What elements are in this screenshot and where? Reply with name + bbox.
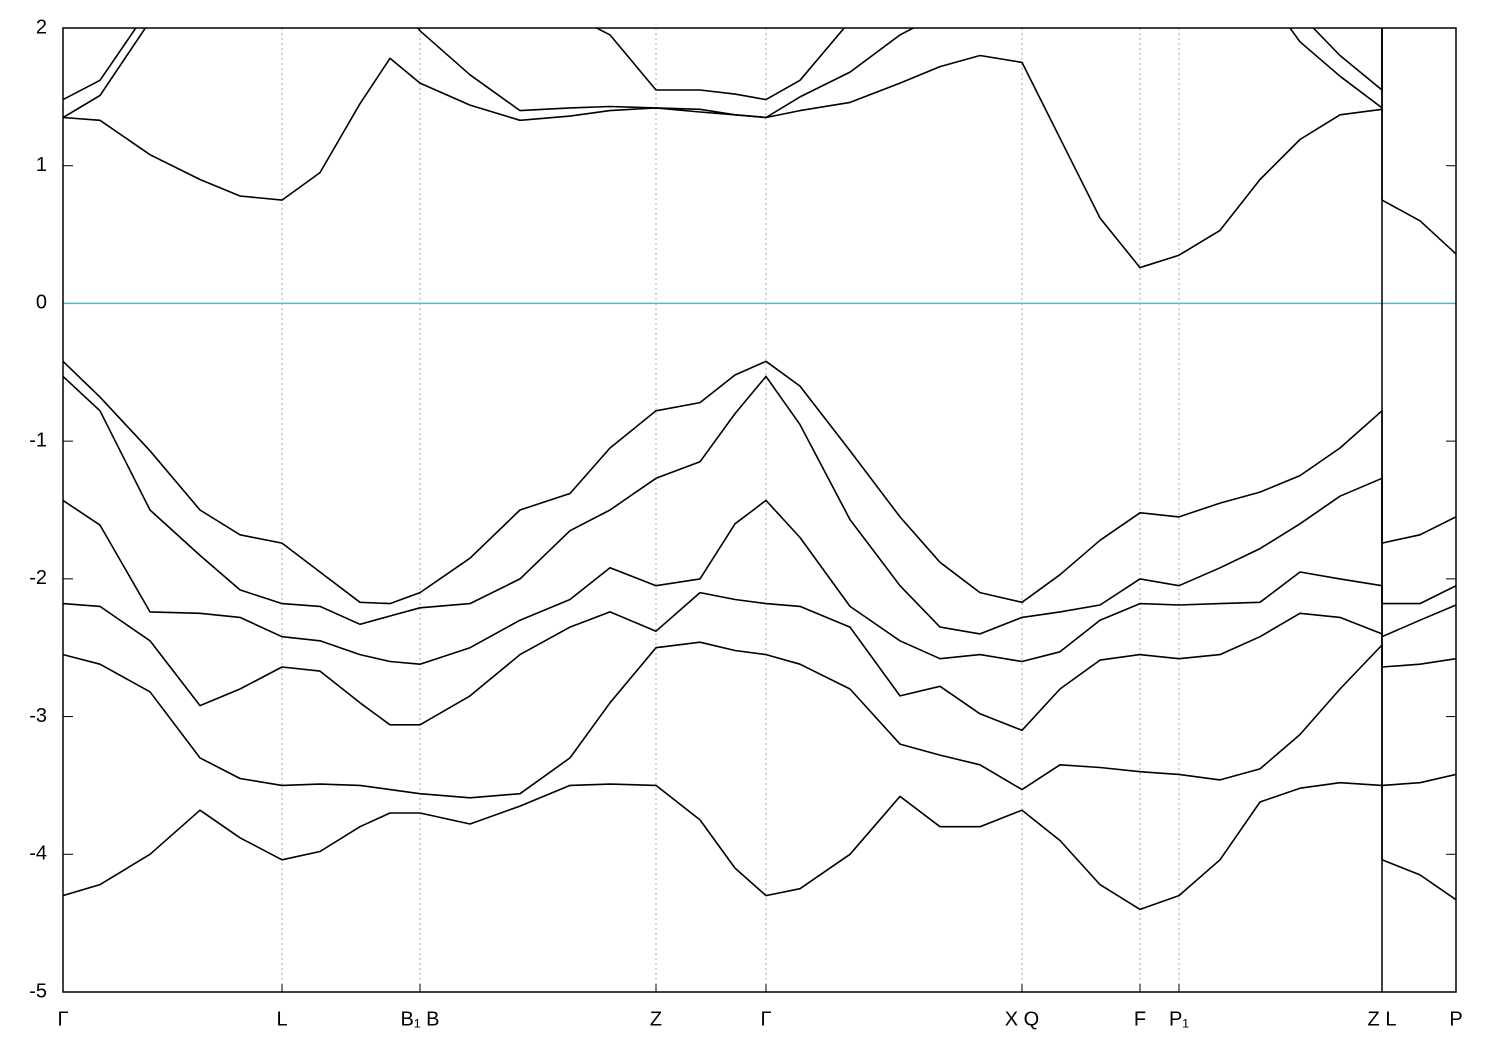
y-tick-label: -3 xyxy=(29,705,47,727)
band-line xyxy=(63,360,1456,605)
bands xyxy=(63,28,1456,911)
band-line xyxy=(63,28,1383,101)
band-line xyxy=(63,591,1456,732)
y-tick-label: 2 xyxy=(36,16,47,38)
plot-frame xyxy=(62,27,1457,993)
y-tick-label: -5 xyxy=(29,980,47,1002)
band-line xyxy=(63,499,1456,665)
y-tick-label: 0 xyxy=(36,292,47,314)
band-line xyxy=(63,54,1456,269)
x-tick-label: Z xyxy=(650,1008,662,1030)
y-tick-label: -2 xyxy=(29,567,47,589)
y-tick-label: -1 xyxy=(29,429,47,451)
x-tick-label: Γ xyxy=(57,1008,68,1030)
band-line xyxy=(63,781,1456,911)
x-tick-label: F xyxy=(1134,1008,1146,1030)
y-tick-label: -4 xyxy=(29,843,47,865)
band-line xyxy=(63,641,1456,799)
x-tick-label: P₁ xyxy=(1169,1008,1189,1030)
y-tick-label: 1 xyxy=(36,154,47,176)
x-tick-label: Γ xyxy=(760,1008,771,1030)
band-line xyxy=(63,28,1383,119)
band-line xyxy=(63,375,1456,635)
x-tick-label: L xyxy=(276,1008,287,1030)
x-tick-label: B₁ B xyxy=(401,1008,440,1030)
x-tick-label: X Q xyxy=(1005,1008,1039,1030)
x-tick-label: Z L xyxy=(1368,1008,1397,1030)
x-tick-label: P xyxy=(1449,1008,1462,1030)
